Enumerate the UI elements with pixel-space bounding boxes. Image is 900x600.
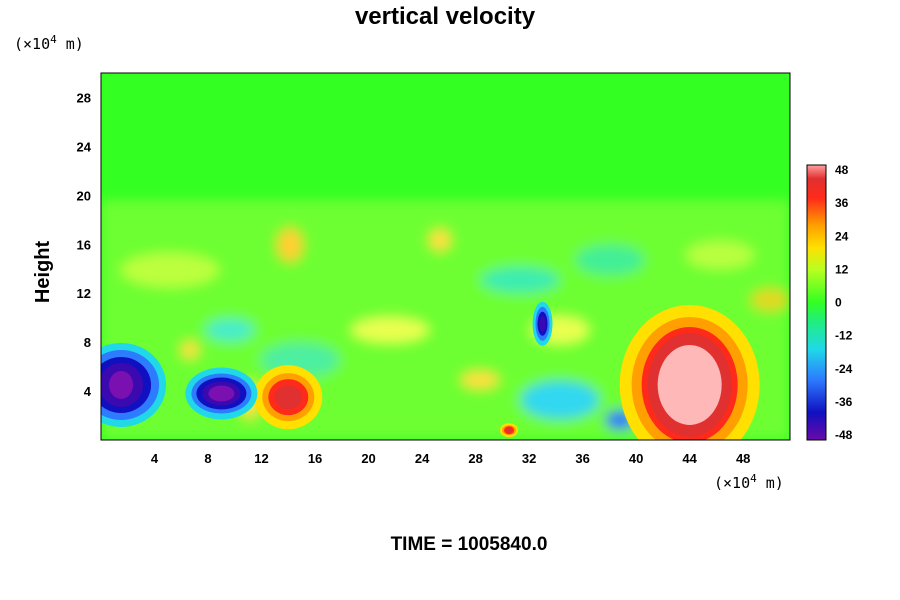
- y-tick-label: 4: [84, 384, 92, 399]
- contour-level: [274, 385, 303, 410]
- y-axis-label: Height: [32, 241, 54, 304]
- x-tick-label: 8: [204, 451, 211, 466]
- x-tick-label: 16: [308, 451, 322, 466]
- contour-level: [657, 344, 722, 425]
- y-tick-label: 28: [77, 90, 91, 105]
- x-tick-label: 4: [151, 451, 159, 466]
- y-tick-label: 16: [77, 237, 91, 252]
- colorbar-tick-label: -24: [835, 362, 853, 376]
- x-tick-label: 44: [682, 451, 697, 466]
- y-axis-ticks: 4 8 12 16 20 24 28: [77, 90, 92, 399]
- x-tick-label: 24: [415, 451, 430, 466]
- x-tick-label: 40: [629, 451, 643, 466]
- x-tick-label: 12: [254, 451, 268, 466]
- heatmap-extremum: [500, 423, 519, 438]
- plot-frame: [100, 72, 791, 441]
- y-tick-label: 24: [77, 139, 92, 154]
- heatmap-extremum: [254, 365, 323, 430]
- x-axis-unit: (×104 m): [714, 472, 784, 492]
- x-tick-label: 28: [468, 451, 482, 466]
- x-tick-label: 48: [736, 451, 750, 466]
- colorbar-tick-label: 0: [835, 296, 842, 310]
- colorbar-ticks: 48 36 24 12 0 -12 -24 -36 -48: [835, 163, 853, 442]
- heatmap-extremum: [619, 304, 760, 440]
- colorbar-tick-label: 12: [835, 262, 849, 276]
- chart-title: vertical velocity: [355, 3, 536, 30]
- heatmap-features: [101, 301, 760, 440]
- heatmap-extremum: [101, 342, 167, 427]
- heatmap-extremum: [185, 367, 258, 420]
- time-label: TIME = 1005840.0: [391, 534, 548, 555]
- contour-level: [109, 370, 134, 399]
- contour-level: [208, 385, 235, 402]
- x-tick-label: 20: [361, 451, 375, 466]
- colorbar-tick-label: -12: [835, 329, 853, 343]
- colorbar-tick-label: 36: [835, 196, 849, 210]
- colorbar-tick-label: -36: [835, 395, 853, 409]
- y-tick-label: 20: [77, 188, 91, 203]
- y-axis-unit: (×104 m): [14, 33, 84, 53]
- colorbar-tick-label: 24: [835, 229, 849, 243]
- x-tick-label: 32: [522, 451, 536, 466]
- contour-level: [506, 427, 513, 434]
- colorbar-tick-label: 48: [835, 163, 849, 177]
- x-axis-ticks: 4 8 12 16 20 24 28 32 36 40 44 48: [151, 451, 751, 466]
- contour-level: [539, 315, 546, 332]
- x-tick-label: 36: [575, 451, 589, 466]
- colorbar: [806, 164, 827, 441]
- heatmap-extremum: [532, 301, 553, 346]
- y-tick-label: 8: [84, 335, 91, 350]
- y-tick-label: 12: [77, 286, 91, 301]
- colorbar-tick-label: -48: [835, 428, 853, 442]
